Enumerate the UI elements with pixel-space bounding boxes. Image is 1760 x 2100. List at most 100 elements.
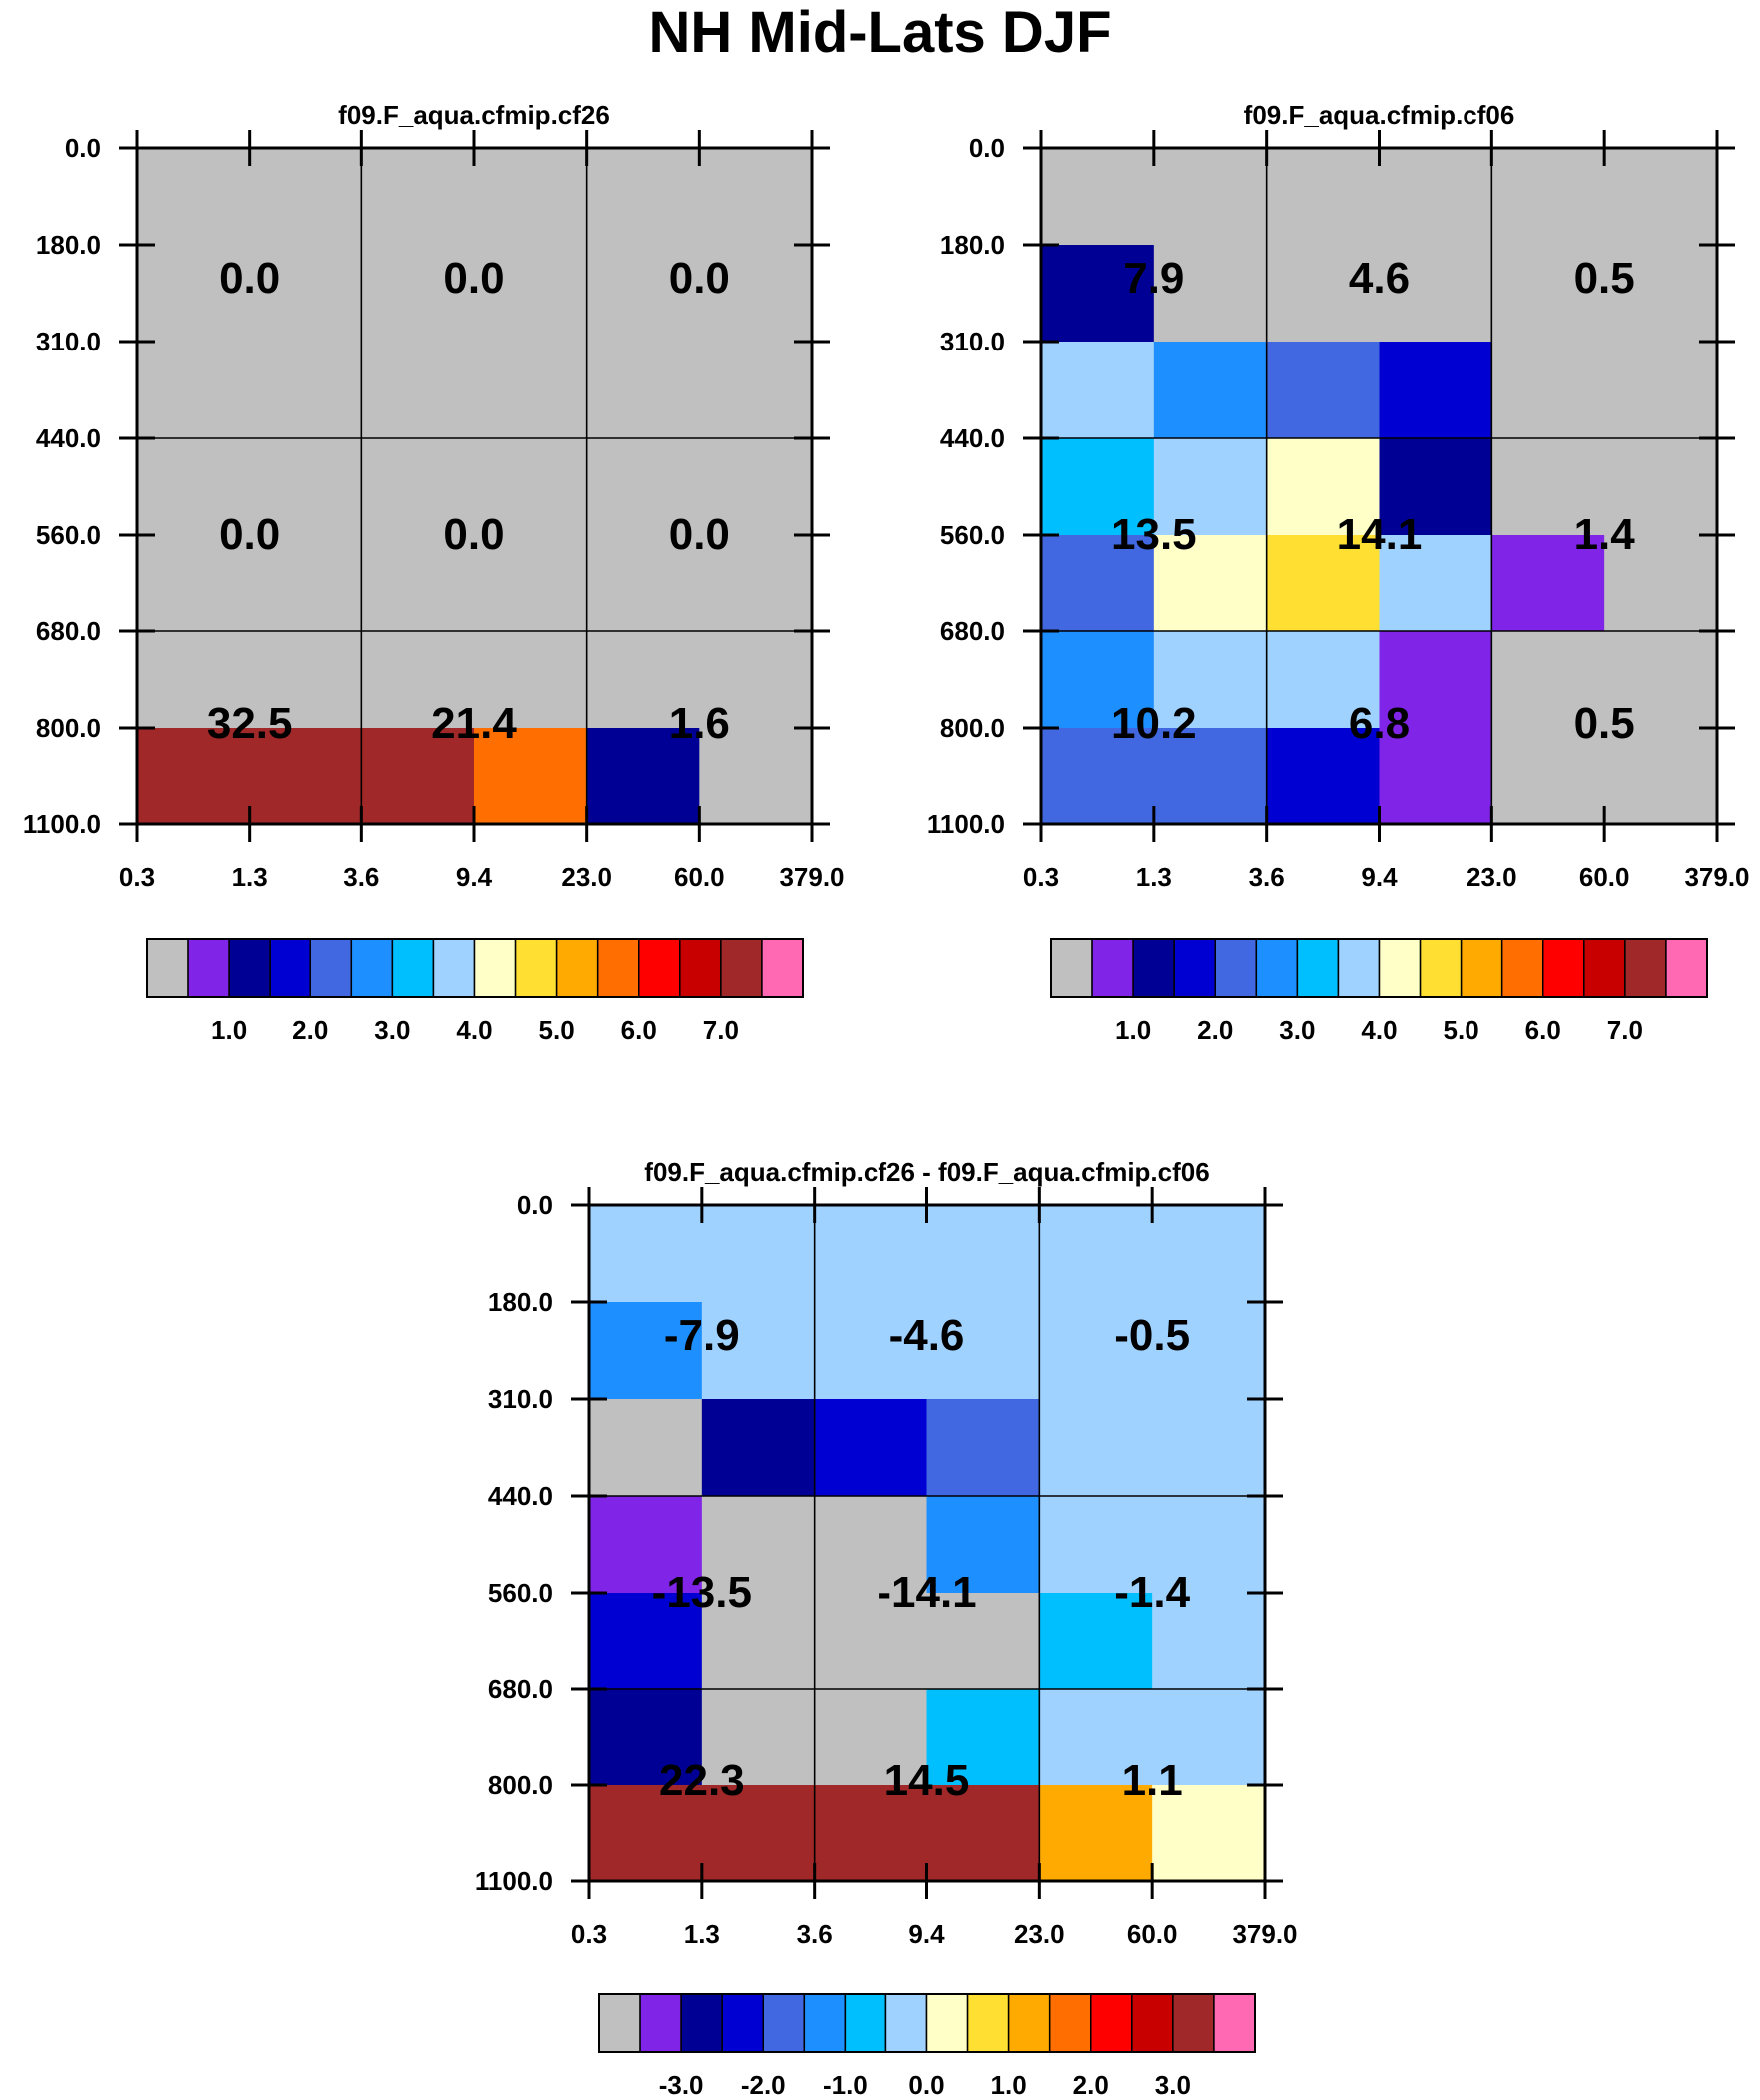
heatmap-cell: [814, 1593, 927, 1690]
colorbar-label: 1.0: [1115, 1015, 1151, 1045]
block-value-label: 6.8: [1349, 699, 1410, 748]
colorbar-label: 4.0: [1361, 1015, 1397, 1045]
heatmap-cell: [701, 1205, 816, 1303]
x-tick-label: 9.4: [1361, 862, 1398, 892]
colorbar: 1.0 2.0 3.0 4.0 5.0 6.0 7.0: [146, 938, 804, 1045]
heatmap-cell: [699, 342, 813, 439]
panel-1: f09.F_aqua.cfmip.cf26 0.0 180.0 310.0 440.0 5…: [23, 100, 845, 1045]
colorbar-swatch: [514, 938, 558, 998]
y-tick-label: 0.0: [969, 133, 1005, 163]
heatmap-cell: [1039, 1785, 1153, 1882]
x-tick-label: 379.0: [1684, 862, 1749, 892]
heatmap-cell: [1153, 728, 1268, 825]
heatmap-cell: [589, 1593, 703, 1690]
heatmap-cell: [1266, 728, 1380, 825]
block-value-label: 7.9: [1123, 254, 1184, 303]
heatmap-cell: [361, 728, 475, 825]
colorbar-swatch: [146, 938, 189, 998]
colorbar-label: 2.0: [1197, 1015, 1233, 1045]
heatmap-cell: [1152, 1399, 1266, 1497]
heatmap-cell: [474, 728, 588, 825]
block-value-label: -14.1: [877, 1568, 976, 1617]
heatmap-cell: [361, 342, 475, 439]
colorbar-label: 2.0: [293, 1015, 328, 1045]
heatmap-cell: [1041, 148, 1155, 246]
y-tick-label: 680.0: [488, 1674, 553, 1704]
colorbar-label: 3.0: [1279, 1015, 1315, 1045]
heatmap-cell: [1152, 1496, 1266, 1594]
heatmap-cell: [1491, 631, 1605, 729]
colorbar-label: 6.0: [621, 1015, 657, 1045]
panel-title: f09.F_aqua.cfmip.cf26: [338, 100, 610, 130]
panel-title: f09.F_aqua.cfmip.cf06: [1244, 100, 1515, 130]
y-tick-label: 440.0: [940, 423, 1005, 453]
block-value-label: 1.1: [1122, 1756, 1183, 1805]
colorbar-swatch: [228, 938, 271, 998]
colorbar-label: 1.0: [991, 2070, 1027, 2100]
heatmap-cell: [1491, 148, 1605, 246]
x-tick-label: 9.4: [908, 1919, 945, 1949]
colorbar-label: -1.0: [823, 2070, 868, 2100]
colorbar-swatch: [762, 1993, 806, 2053]
block-value-label: 21.4: [431, 699, 517, 748]
heatmap-cell: [589, 1785, 703, 1882]
block-value-label: 0.0: [669, 254, 730, 303]
colorbar-label: 4.0: [456, 1015, 492, 1045]
y-tick-label: 310.0: [36, 327, 101, 356]
panel-title: f09.F_aqua.cfmip.cf26 - f09.F_aqua.cfmip…: [644, 1157, 1209, 1187]
heatmap-cell: [1604, 535, 1718, 632]
heatmap-cell: [137, 631, 251, 729]
block-value-label: 0.5: [1574, 699, 1635, 748]
colorbar-swatch: [1624, 938, 1667, 998]
block-value-label: 0.0: [443, 254, 504, 303]
heatmap-cell: [586, 535, 700, 632]
heatmap-cell: [1379, 631, 1492, 729]
heatmap-cell: [137, 728, 251, 825]
colorbar-label: 2.0: [1073, 2070, 1109, 2100]
heatmap-cell: [249, 342, 362, 439]
colorbar-swatch: [1050, 938, 1093, 998]
colorbar-swatch: [1378, 938, 1422, 998]
block-value-label: 0.0: [219, 510, 280, 559]
heatmap-cell: [701, 1785, 816, 1882]
colorbar-swatch: [925, 1993, 969, 2053]
heatmap-cell: [1039, 1399, 1153, 1497]
colorbar-swatch: [1542, 938, 1585, 998]
colorbar-label: -2.0: [741, 2070, 786, 2100]
colorbar-swatch: [638, 938, 681, 998]
colorbar-label: -3.0: [659, 2070, 704, 2100]
x-tick-label: 1.3: [232, 862, 268, 892]
block-value-label: 0.0: [219, 254, 280, 303]
x-tick-label: 0.3: [571, 1919, 607, 1949]
block-value-label: -4.6: [889, 1311, 965, 1360]
x-tick-label: 379.0: [1232, 1919, 1297, 1949]
heatmap-cell: [814, 1785, 927, 1882]
colorbar: 1.0 2.0 3.0 4.0 5.0 6.0 7.0: [1050, 938, 1708, 1045]
heatmap-cell: [1152, 1785, 1266, 1882]
heatmap-cell: [701, 1302, 816, 1400]
colorbar-swatch: [1173, 938, 1216, 998]
colorbar-label: 7.0: [703, 1015, 739, 1045]
heatmap-cell: [1041, 535, 1155, 632]
y-tick-label: 800.0: [36, 713, 101, 743]
heatmap-cell: [1491, 728, 1605, 825]
heatmap-cell: [926, 1302, 1040, 1400]
heatmap-cell: [137, 535, 251, 632]
heatmap-cell: [701, 1399, 816, 1497]
y-tick-label: 310.0: [940, 327, 1005, 356]
heatmap-cell: [1379, 535, 1492, 632]
colorbar-swatch: [844, 1993, 887, 2053]
y-tick-label: 180.0: [488, 1287, 553, 1317]
y-tick-label: 680.0: [36, 616, 101, 646]
heatmap-cell: [1152, 1593, 1266, 1690]
colorbar-label: 7.0: [1607, 1015, 1643, 1045]
y-tick-label: 800.0: [940, 713, 1005, 743]
heatmap-cell: [814, 1496, 927, 1594]
colorbar-swatch: [1048, 1993, 1092, 2053]
x-tick-label: 60.0: [1127, 1919, 1178, 1949]
colorbar-frame: [146, 938, 804, 998]
heatmap-cell: [1379, 342, 1492, 439]
x-tick-label: 0.3: [1023, 862, 1059, 892]
colorbar-swatch: [598, 1993, 641, 2053]
heatmap-cell: [1604, 438, 1718, 536]
